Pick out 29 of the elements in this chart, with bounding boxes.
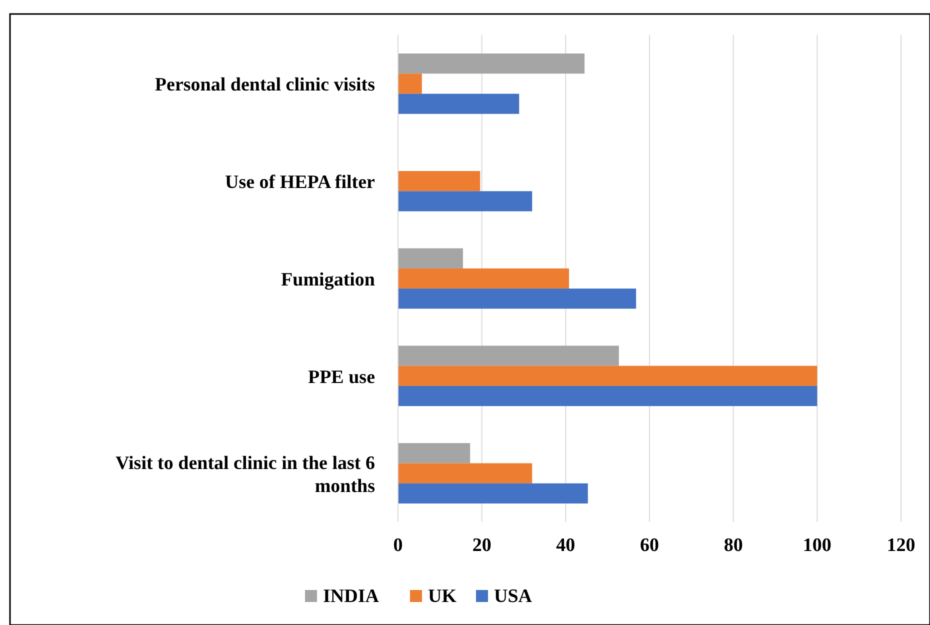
x-tick-label: 60 [640, 535, 659, 556]
bar [398, 346, 619, 366]
bar [398, 463, 532, 484]
bar [398, 268, 570, 289]
bar [398, 483, 588, 504]
legend-label: UK [428, 586, 457, 607]
legend-label: INDIA [323, 586, 380, 607]
y-tick-label: Personal dental clinic visits [154, 74, 375, 96]
bar [398, 94, 520, 114]
x-tick-label: 0 [393, 535, 403, 556]
y-tick-label: Fumigation [281, 270, 376, 290]
x-tick-label: 20 [472, 535, 492, 556]
y-tick-label: Use of HEPA filter [224, 172, 376, 194]
legend-label: USA [494, 586, 532, 607]
bar [398, 248, 463, 268]
y-tick-label: PPE use [308, 366, 375, 388]
x-tick-label: 100 [802, 535, 832, 556]
x-tick-label: 80 [724, 535, 743, 556]
y-tick-label: Visit to dental clinic in the last 6 months [116, 452, 375, 497]
bar [398, 191, 532, 212]
bar [398, 443, 470, 464]
x-tick-label: 120 [886, 535, 916, 556]
bar [398, 288, 636, 309]
bar [398, 54, 585, 74]
x-tick-label: 40 [556, 535, 576, 556]
bar [398, 366, 818, 386]
bar [398, 171, 480, 192]
bar [398, 386, 818, 406]
bar [398, 74, 422, 94]
